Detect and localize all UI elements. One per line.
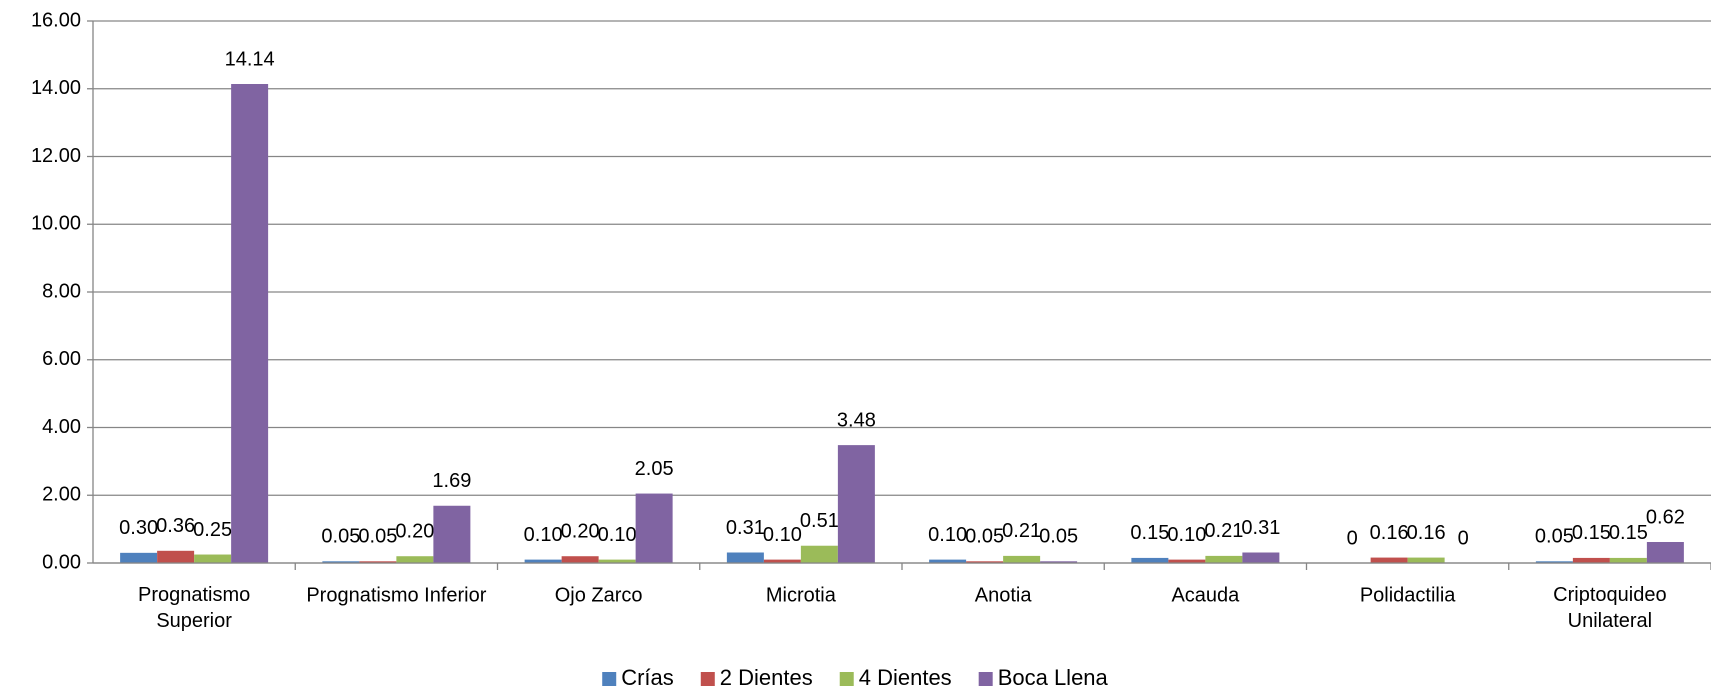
bar [1131, 557, 1169, 563]
data-label: 0.15 [1572, 522, 1611, 544]
data-label: 0.20 [561, 521, 600, 543]
bar [194, 554, 232, 563]
bar [1646, 541, 1684, 563]
data-label: 0.30 [119, 517, 158, 539]
data-label: 0.25 [193, 519, 232, 541]
data-label: 0 [1458, 527, 1469, 549]
bar [322, 561, 360, 563]
bar [157, 550, 195, 563]
data-label: 0.16 [1370, 522, 1409, 544]
data-label: 14.14 [225, 48, 275, 70]
data-label: 0.10 [763, 524, 802, 546]
data-label: 0.15 [1609, 522, 1648, 544]
data-label: 0.21 [1204, 520, 1243, 542]
data-label: 0.62 [1646, 506, 1685, 528]
y-tick-label: 4.00 [42, 416, 81, 438]
legend-label: 4 Dientes [859, 665, 952, 690]
bar [763, 559, 801, 563]
data-label: 0.05 [358, 526, 397, 548]
bar [1572, 557, 1610, 563]
data-label: 0.05 [1535, 526, 1574, 548]
data-label: 0.36 [156, 515, 195, 537]
bar [1242, 552, 1280, 563]
bar [1003, 555, 1041, 563]
data-label: 0 [1347, 527, 1358, 549]
data-label: 0.51 [800, 510, 839, 532]
y-tick-label: 8.00 [42, 280, 81, 302]
x-tick-label: Acauda [1171, 584, 1240, 606]
data-label: 0.16 [1407, 522, 1446, 544]
data-label: 0.20 [395, 521, 434, 543]
bar [359, 561, 397, 563]
legend-swatch [700, 672, 715, 686]
bar [1407, 557, 1445, 563]
x-tick-label: Criptoquideo Unilateral [1553, 584, 1666, 632]
x-tick-label: Microtia [766, 584, 837, 606]
bar [524, 559, 562, 563]
data-label: 0.31 [1241, 517, 1280, 539]
legend-swatch [839, 672, 854, 686]
bar [966, 561, 1004, 563]
x-tick-label: Anotia [975, 584, 1033, 606]
bar [561, 556, 599, 563]
y-tick-label: 6.00 [42, 348, 81, 370]
bar [635, 493, 673, 563]
bar [231, 84, 269, 563]
bar [433, 505, 471, 563]
bar [598, 559, 636, 563]
data-label: 3.48 [837, 409, 876, 431]
bar [1535, 561, 1573, 563]
legend-label: Crías [621, 665, 674, 690]
bar [1205, 555, 1243, 563]
bar [396, 556, 434, 563]
bar [1040, 561, 1078, 563]
bar [726, 552, 764, 563]
data-label: 0.10 [598, 524, 637, 546]
legend-swatch [978, 672, 993, 686]
y-tick-label: 10.00 [31, 213, 81, 235]
legend-label: 2 Dientes [720, 665, 813, 690]
bar [1609, 557, 1647, 563]
data-label: 0.05 [1039, 526, 1078, 548]
y-tick-label: 14.00 [31, 77, 81, 99]
bar [837, 445, 875, 563]
x-tick-label: Ojo Zarco [555, 584, 643, 606]
bar [929, 559, 967, 563]
data-label: 0.10 [1167, 524, 1206, 546]
y-tick-label: 12.00 [31, 145, 81, 167]
y-tick-label: 16.00 [31, 9, 81, 31]
y-tick-label: 0.00 [42, 551, 81, 573]
data-label: 0.10 [928, 524, 967, 546]
data-label: 0.21 [1002, 520, 1041, 542]
bar [120, 552, 158, 563]
legend-swatch [602, 672, 617, 686]
x-tick-label: Polidactilia [1360, 584, 1456, 606]
data-label: 0.05 [965, 526, 1004, 548]
data-label: 1.69 [432, 470, 471, 492]
legend-label: Boca Llena [998, 665, 1109, 690]
x-tick-label: Prognatismo Superior [138, 584, 250, 632]
y-tick-label: 2.00 [42, 484, 81, 506]
data-label: 2.05 [635, 458, 674, 480]
x-tick-label: Prognatismo Inferior [306, 584, 486, 606]
data-label: 0.10 [524, 524, 563, 546]
data-label: 0.05 [321, 526, 360, 548]
bar [1370, 557, 1408, 563]
data-label: 0.15 [1130, 522, 1169, 544]
bar [800, 545, 838, 563]
bar [1168, 559, 1206, 563]
data-label: 0.31 [726, 517, 765, 539]
